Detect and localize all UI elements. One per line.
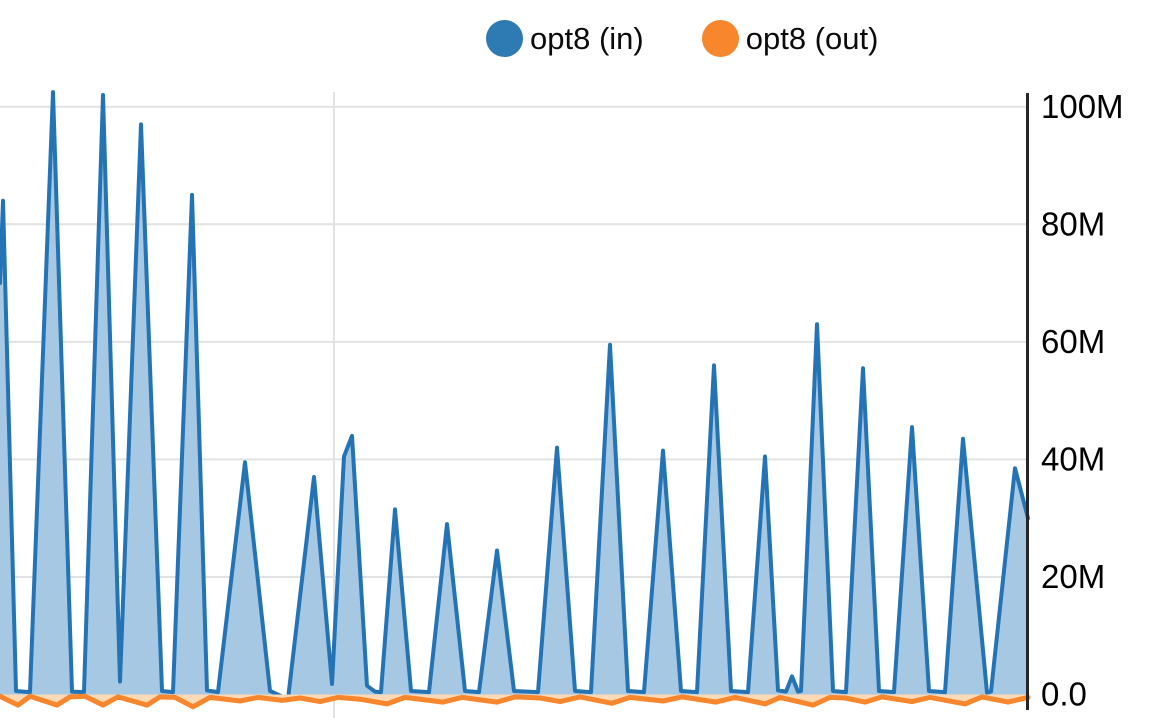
legend-item-opt8-in[interactable]: opt8 (in)	[486, 20, 644, 57]
series-in-dot-icon	[486, 20, 523, 57]
y-tick-label: 60M	[1041, 323, 1105, 360]
series-in-line	[0, 90, 1030, 702]
y-tick-label: 80M	[1041, 206, 1105, 243]
y-tick-label: 100M	[1041, 88, 1124, 125]
y-tick-label: 40M	[1041, 441, 1105, 478]
y-tick-label: 0.0	[1041, 676, 1087, 713]
legend-item-opt8-out[interactable]: opt8 (out)	[701, 20, 879, 57]
series-out-dot-icon	[701, 20, 739, 57]
legend-label-out: opt8 (out)	[745, 20, 879, 56]
legend-label-in: opt8 (in)	[530, 20, 644, 56]
series-out-line	[0, 693, 1031, 710]
y-tick-label: 20M	[1041, 558, 1105, 595]
chart-legend: opt8 (in) opt8 (out)	[486, 20, 878, 57]
